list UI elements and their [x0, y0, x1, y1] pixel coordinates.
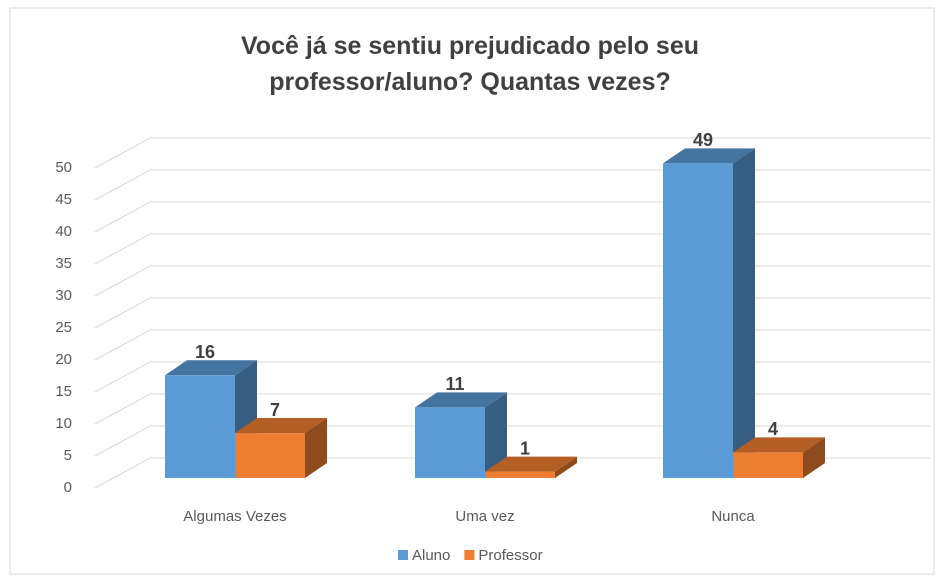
legend-swatch — [398, 550, 408, 560]
x-tick-label: Uma vez — [455, 508, 514, 525]
data-label: 11 — [445, 374, 464, 394]
data-label: 16 — [195, 342, 215, 362]
bar-top — [663, 148, 755, 164]
bar-side — [485, 392, 507, 478]
bar-top — [485, 456, 577, 472]
chart-title: Você já se sentiu prejudicado pelo seu p… — [240, 32, 699, 96]
y-tick-label: 25 — [55, 319, 72, 336]
bar — [485, 471, 555, 478]
data-label: 1 — [520, 438, 530, 458]
bar-top — [733, 437, 825, 453]
bar — [415, 407, 485, 478]
y-tick-label: 10 — [55, 415, 72, 432]
legend-label: Professor — [478, 547, 542, 564]
bar — [165, 375, 235, 478]
bar — [235, 433, 305, 478]
data-label: 7 — [270, 400, 280, 420]
y-tick-label: 40 — [55, 223, 72, 240]
legend-swatch — [464, 550, 475, 560]
x-tick-label: Nunca — [711, 508, 755, 525]
bar-top — [415, 392, 507, 408]
y-tick-label: 50 — [55, 159, 72, 176]
data-label: 49 — [693, 130, 713, 150]
y-tick-label: 5 — [64, 447, 72, 464]
grid-line — [94, 137, 930, 169]
y-tick-label: 45 — [55, 191, 72, 208]
chart-border — [9, 7, 935, 575]
bar-top — [235, 418, 327, 434]
y-tick-label: 30 — [55, 287, 72, 304]
bar-side — [555, 456, 577, 478]
bar — [663, 163, 733, 479]
y-tick-label: 0 — [64, 479, 72, 496]
bar-side — [803, 437, 825, 478]
bar-side — [305, 418, 327, 478]
y-tick-label: 20 — [55, 351, 72, 368]
data-label: 4 — [768, 419, 778, 439]
y-tick-label: 15 — [55, 383, 72, 400]
bar-top — [165, 360, 257, 376]
bar-side — [733, 148, 755, 479]
x-tick-label: Algumas Vezes — [183, 508, 286, 525]
y-tick-label: 35 — [55, 255, 72, 272]
legend-label: Aluno — [412, 547, 450, 564]
bar — [733, 452, 803, 478]
